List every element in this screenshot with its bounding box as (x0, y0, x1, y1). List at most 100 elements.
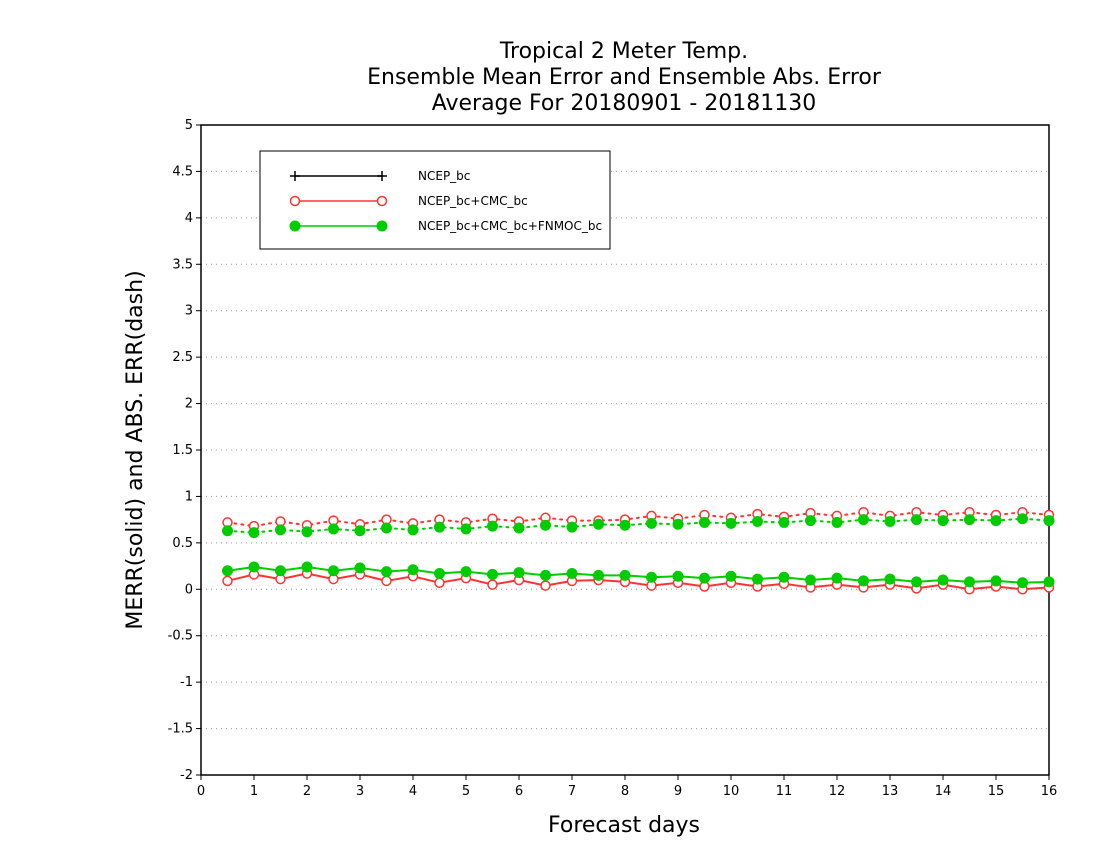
series-ncep-bc-cmc-bc-fnmoc-bc-merr-point (619, 569, 631, 581)
y-tick-label: 1 (185, 489, 193, 504)
legend-label-ncep-bc: NCEP_bc (418, 169, 470, 183)
series-ncep-bc-cmc-bc-fnmoc-bc-merr-line (227, 565, 1050, 584)
series-ncep-bc-cmc-bc-fnmoc-bc-merr-point (725, 570, 737, 582)
x-tick-label: 9 (674, 784, 682, 799)
legend-box (259, 150, 611, 250)
x-tick-label: 0 (197, 784, 205, 799)
series-ncep-bc-cmc-bc-fnmoc-bc-abs-err-line (226, 517, 1050, 534)
series-ncep-bc-cmc-bc-fnmoc-bc-merr-point (937, 574, 949, 586)
series-ncep-bc-cmc-bc-merr-point (381, 575, 392, 587)
series-ncep-bc-cmc-bc-fnmoc-bc-merr-point (752, 573, 763, 585)
series-ncep-bc-cmc-bc-fnmoc-bc-abs-err-point (1043, 515, 1055, 527)
series-ncep-bc-cmc-bc-fnmoc-bc-merr-point (1017, 577, 1028, 589)
series-ncep-bc-cmc-bc-merr-point (540, 580, 551, 591)
series-ncep-bc-cmc-bc-fnmoc-bc-abs-err-point (725, 517, 737, 529)
y-tick-label: 2 (185, 397, 193, 412)
series-ncep-bc-cmc-bc-fnmoc-bc-abs-err-point (381, 522, 392, 534)
y-tick-label: 0 (185, 582, 193, 597)
x-tick-label: 15 (988, 784, 1005, 799)
y-tick-label: 2.5 (172, 350, 193, 365)
series-ncep-bc-cmc-bc-fnmoc-bc-abs-err-point (619, 519, 631, 531)
x-tick-label: 5 (462, 784, 470, 799)
series-ncep-bc-cmc-bc-fnmoc-bc-abs-err-point (513, 522, 525, 534)
series-ncep-bc-cmc-bc-fnmoc-bc-merr-point (460, 566, 472, 578)
series-ncep-bc-cmc-bc-fnmoc-bc-abs-err-point (858, 514, 869, 526)
series-ncep-bc-cmc-bc-fnmoc-bc-merr-point (858, 575, 869, 587)
chart-title-line-2: Ensemble Mean Error and Ensemble Abs. Er… (367, 65, 882, 90)
y-tick-label: -2 (180, 768, 193, 783)
legend-marker-ncep-bc (290, 171, 300, 181)
series-ncep-bc-cmc-bc-fnmoc-bc-merr-point (831, 572, 843, 584)
x-tick-label: 13 (882, 784, 899, 799)
series-ncep-bc-cmc-bc-fnmoc-bc-abs-err-point (460, 523, 472, 535)
x-tick-label: 8 (621, 784, 629, 799)
y-tick-label: -0.5 (168, 629, 193, 644)
series-ncep-bc-cmc-bc-fnmoc-bc-abs-err-point (540, 519, 551, 531)
series-ncep-bc-cmc-bc-fnmoc-bc-merr-point (990, 575, 1002, 587)
series-ncep-bc-cmc-bc-fnmoc-bc-merr-point (540, 569, 551, 581)
series-ncep-bc-cmc-bc-merr-point (487, 579, 498, 590)
series-ncep-bc-cmc-bc-fnmoc-bc-merr-point (434, 568, 445, 579)
series-ncep-bc-cmc-bc-fnmoc-bc-merr-point (248, 561, 260, 573)
legend-marker-ncep-bc (377, 171, 387, 181)
series-ncep-bc-cmc-bc-fnmoc-bc-abs-err-point (487, 520, 498, 532)
series-ncep-bc-cmc-bc-fnmoc-bc-abs-err-point (778, 516, 790, 528)
series-ncep-bc-cmc-bc-fnmoc-bc-merr-point (805, 574, 816, 586)
series-ncep-bc-cmc-bc-fnmoc-bc-abs-err-point (752, 516, 763, 527)
series-ncep-bc-cmc-bc-fnmoc-bc-abs-err-point (672, 518, 684, 530)
x-tick-label: 2 (303, 784, 311, 799)
series-ncep-bc-cmc-bc-fnmoc-bc-merr-point (699, 572, 710, 584)
series-ncep-bc-cmc-bc-fnmoc-bc-abs-err-point (937, 515, 949, 527)
chart-title: Tropical 2 Meter Temp. Ensemble Mean Err… (367, 39, 882, 116)
series-ncep-bc-cmc-bc-fnmoc-bc-abs-err-point (566, 521, 578, 533)
y-tick-label: 1.5 (172, 443, 193, 458)
series-ncep-bc-cmc-bc-fnmoc-bc-abs-err-point (275, 524, 286, 536)
x-tick-label: 12 (829, 784, 846, 799)
y-tick-label: -1.5 (168, 722, 193, 737)
series-ncep-bc-cmc-bc-fnmoc-bc-merr-point (1043, 576, 1055, 588)
x-tick-label: 10 (723, 784, 740, 799)
series-ncep-bc-cmc-bc-fnmoc-bc-abs-err-point (911, 514, 922, 526)
y-tick-label: 3.5 (172, 257, 193, 272)
axes: 54.543.532.521.510.50-0.5-1-1.5-20 1 2 3 4 5 6… (168, 118, 1058, 799)
series-ncep-bc-cmc-bc-fnmoc-bc-merr-point (487, 568, 498, 580)
y-tick-label: 3 (185, 304, 193, 319)
legend-marker-ncep-bc-cmc-bc-fnmoc-bc (376, 220, 388, 232)
y-tick-label: 0.5 (172, 536, 193, 551)
series-ncep-bc-cmc-bc-fnmoc-bc-merr-point (672, 570, 684, 582)
series-ncep-bc-cmc-bc-merr-point (222, 575, 233, 587)
series-ncep-bc-cmc-bc-fnmoc-bc-merr-point (328, 565, 339, 577)
y-tick-label: -1 (180, 675, 193, 690)
series-ncep-bc-cmc-bc-fnmoc-bc-merr-point (407, 564, 419, 576)
legend-marker-ncep-bc-cmc-bc-fnmoc-bc (289, 220, 301, 232)
legend-marker-ncep-bc-cmc-bc (289, 195, 301, 207)
legend-label-ncep-bc-cmc-bc: NCEP_bc+CMC_bc (418, 194, 528, 208)
series-ncep-bc-cmc-bc-merr-point (434, 577, 445, 589)
series-ncep-bc-cmc-bc-fnmoc-bc-merr-point (275, 565, 286, 577)
x-tick-label: 11 (776, 784, 793, 799)
series-ncep-bc-cmc-bc-fnmoc-bc-merr-point (513, 567, 525, 579)
x-axis-label: Forecast days (548, 813, 700, 838)
plot-series (222, 506, 1055, 595)
y-tick-label: 5 (185, 118, 193, 133)
x-tick-label: 14 (935, 784, 952, 799)
series-ncep-bc-cmc-bc-fnmoc-bc-abs-err-point (407, 524, 419, 536)
series-ncep-bc-cmc-bc-fnmoc-bc-abs-err-point (434, 521, 445, 533)
series-ncep-bc-cmc-bc-fnmoc-bc-merr-point (593, 569, 604, 581)
x-tick-label: 3 (356, 784, 364, 799)
series-ncep-bc-cmc-bc-fnmoc-bc-abs-err-point (964, 514, 975, 526)
y-tick-label: 4 (185, 211, 193, 226)
series-ncep-bc-cmc-bc-fnmoc-bc-merr-point (222, 565, 233, 577)
series-ncep-bc-cmc-bc-fnmoc-bc-abs-err-point (301, 526, 313, 538)
legend: NCEP_bc NCEP_bc+CMC_bc NCEP_bc+CMC_bc+FNMO… (259, 150, 611, 250)
chart-title-line-1: Tropical 2 Meter Temp. (499, 39, 748, 64)
x-tick-label: 4 (409, 784, 417, 799)
series-ncep-bc-cmc-bc-fnmoc-bc-merr-point (884, 573, 896, 585)
series-ncep-bc-cmc-bc-fnmoc-bc-abs-err-point (831, 516, 843, 528)
legend-marker-ncep-bc-cmc-bc (376, 195, 388, 207)
series-ncep-bc-cmc-bc-fnmoc-bc-merr-point (778, 571, 790, 583)
series-ncep-bc-cmc-bc-fnmoc-bc-abs-err-point (593, 518, 604, 530)
series-ncep-bc-cmc-bc-fnmoc-bc-abs-err-point (328, 523, 339, 535)
y-axis-label: MERR(solid) and ABS. ERR(dash) (123, 270, 148, 629)
